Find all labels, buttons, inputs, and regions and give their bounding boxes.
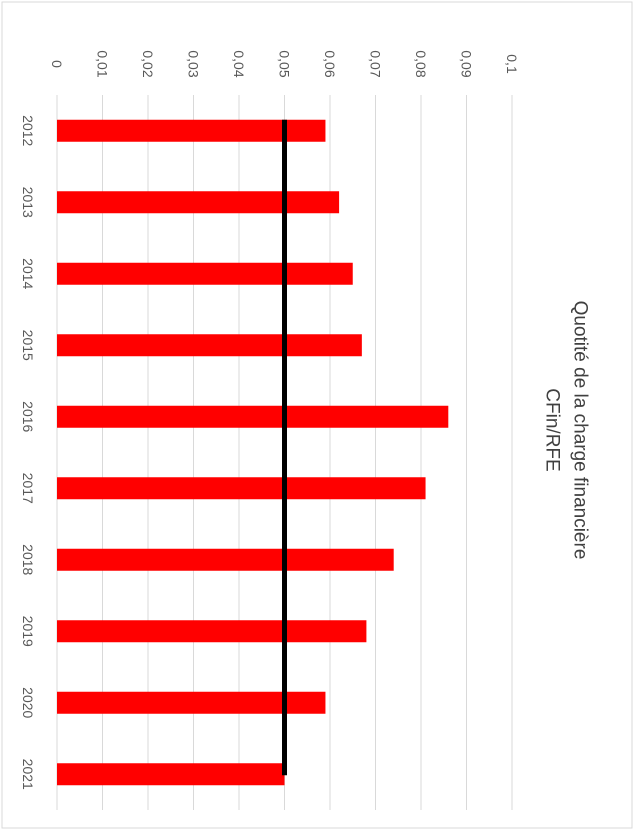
category-label: 2021 bbox=[20, 759, 36, 790]
bar bbox=[57, 119, 326, 142]
category-label: 2014 bbox=[20, 258, 36, 289]
bar bbox=[57, 691, 326, 714]
value-tick-label: 0 bbox=[49, 60, 65, 68]
value-tick-label: 0,05 bbox=[277, 50, 293, 77]
category-label: 2012 bbox=[20, 115, 36, 146]
bar bbox=[57, 334, 362, 357]
category-label: 2020 bbox=[20, 687, 36, 718]
category-label: 2015 bbox=[20, 330, 36, 361]
category-label: 2019 bbox=[20, 616, 36, 647]
chart-title: Quotité de la charge financière CFin/RFE bbox=[542, 301, 591, 560]
bar bbox=[57, 763, 285, 786]
value-tick-label: 0,06 bbox=[322, 50, 338, 77]
chart-title-line: CFin/RFE bbox=[542, 388, 563, 471]
bar bbox=[57, 477, 426, 500]
value-axis-ticks: 0 0,01 0,02 0,03 0,04 0,05 0,06 0,07 0,08 0,09 0,1 bbox=[49, 50, 520, 77]
value-tick-label: 0,1 bbox=[504, 54, 520, 74]
bar bbox=[57, 191, 340, 214]
category-label: 2016 bbox=[20, 401, 36, 432]
category-axis-labels: 2012 2013 2014 2015 2016 2017 2018 2019 2020 2021 bbox=[20, 115, 36, 790]
value-tick-label: 0,09 bbox=[459, 50, 475, 77]
value-tick-label: 0,03 bbox=[186, 50, 202, 77]
value-tick-label: 0,04 bbox=[231, 50, 247, 77]
value-tick-label: 0,02 bbox=[140, 50, 156, 77]
value-tick-label: 0,08 bbox=[413, 50, 429, 77]
value-tick-label: 0,01 bbox=[95, 50, 111, 77]
category-label: 2013 bbox=[20, 187, 36, 218]
bar bbox=[57, 620, 367, 643]
bar bbox=[57, 262, 353, 285]
category-label: 2018 bbox=[20, 544, 36, 575]
value-tick-label: 0,07 bbox=[368, 50, 384, 77]
chart-title-line: Quotité de la charge financière bbox=[570, 301, 591, 560]
bar bbox=[57, 548, 394, 571]
bar bbox=[57, 405, 449, 428]
category-label: 2017 bbox=[20, 473, 36, 504]
